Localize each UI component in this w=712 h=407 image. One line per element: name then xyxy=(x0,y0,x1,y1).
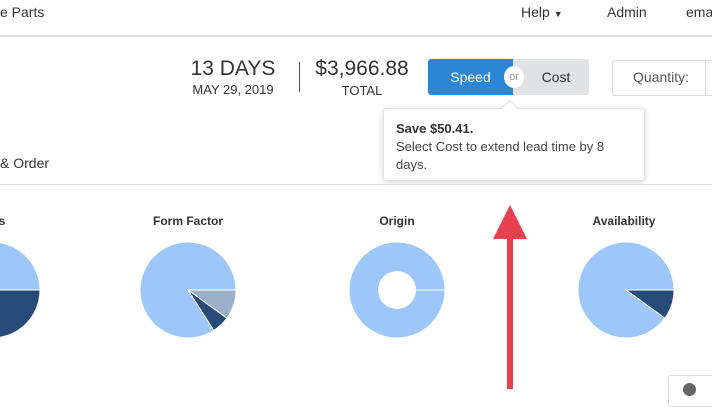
quantity-divider xyxy=(705,61,706,95)
chart-0-slice-0[interactable] xyxy=(0,289,41,338)
arrow-shaft xyxy=(507,237,513,389)
tooltip-title: Save $50.41. xyxy=(396,121,474,136)
delivery-date: MAY 29, 2019 xyxy=(192,82,274,97)
speed-cost-toggle[interactable]: Speed Cost xyxy=(428,59,589,95)
app-title[interactable]: e Parts xyxy=(0,4,45,20)
speed-option[interactable]: Speed xyxy=(428,59,513,95)
chart-title-0: ts xyxy=(0,214,6,228)
tooltip-body: Select Cost to extend lead time by 8 day… xyxy=(396,139,605,172)
section-divider xyxy=(0,184,712,185)
quantity-field[interactable]: Quantity: xyxy=(612,60,712,96)
chart-1-slice-2[interactable] xyxy=(139,241,237,339)
arrow-head xyxy=(493,205,527,239)
total-label: TOTAL xyxy=(341,83,383,98)
chart-title-3: Availability xyxy=(592,214,656,228)
cost-option[interactable]: Cost xyxy=(513,59,589,95)
help-label: Help xyxy=(521,4,550,20)
help-menu[interactable]: Help ▼ xyxy=(521,4,563,20)
or-separator: or xyxy=(504,66,524,88)
chart-toggle-button[interactable] xyxy=(668,375,712,407)
lead-time-days: 13 DAYS xyxy=(190,57,276,80)
total-price: $3,966.88 xyxy=(315,57,409,80)
tab-review-order[interactable]: & Order xyxy=(0,155,50,171)
chart-title-1: Form Factor xyxy=(152,214,223,228)
email-link[interactable]: ema xyxy=(686,4,712,20)
chart-3-slice-1[interactable] xyxy=(577,241,675,339)
pie-chart-icon xyxy=(683,383,696,396)
admin-link[interactable]: Admin xyxy=(607,4,647,20)
chart-0-slice-1[interactable] xyxy=(0,242,41,337)
savings-tooltip: Save $50.41. Select Cost to extend lead … xyxy=(383,108,645,181)
quantity-label: Quantity: xyxy=(633,69,690,85)
header-divider xyxy=(0,35,712,37)
red-arrow-annotation xyxy=(493,205,527,389)
summary-divider xyxy=(299,62,300,92)
chart-2-donut-hole xyxy=(378,271,416,309)
caret-down-icon: ▼ xyxy=(553,9,563,19)
chart-title-2: Origin xyxy=(379,214,415,228)
